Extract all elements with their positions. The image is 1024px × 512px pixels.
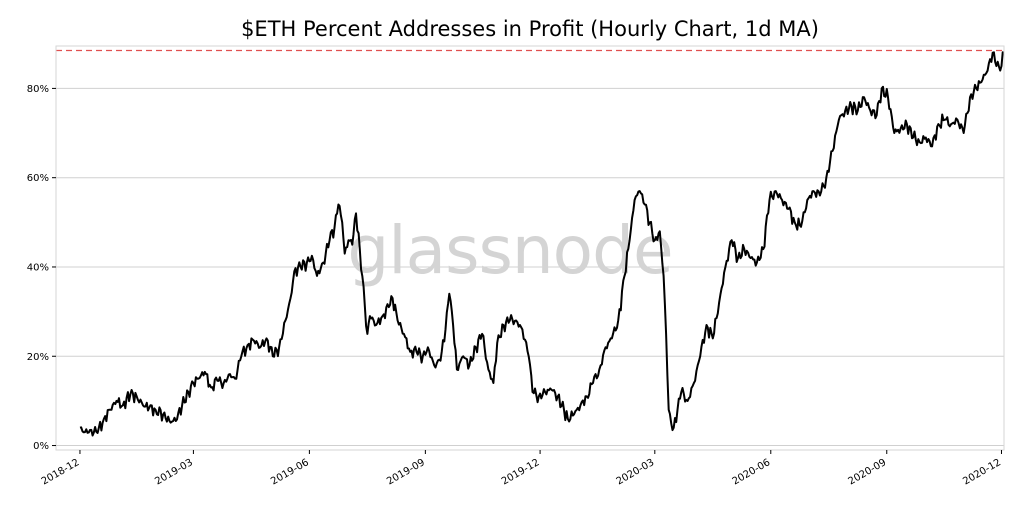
x-tick-label: 2019-12 — [500, 457, 542, 487]
y-tick-label: 0% — [33, 441, 49, 452]
plot-area-frame — [55, 45, 1005, 451]
x-axis: 2018-12 2019-03 2019-06 2019-09 2019-12 2020-… — [40, 450, 1003, 487]
chart-title: $ETH Percent Addresses in Profit (Hourly… — [241, 17, 819, 41]
x-tick-label: 2019-06 — [269, 457, 311, 487]
x-tick-label: 2020-03 — [615, 457, 657, 487]
x-tick-label: 2019-09 — [385, 457, 427, 487]
gridlines — [56, 87, 1004, 447]
x-tick-label: 2020-06 — [731, 457, 773, 487]
y-tick-label: 60% — [27, 173, 49, 184]
series-line-percent-addresses-in-profit — [79, 51, 1005, 437]
x-tick-label: 2020-09 — [847, 457, 889, 487]
y-tick-label: 20% — [27, 352, 49, 363]
watermark-logo: glassnode — [347, 212, 672, 289]
x-tick-label: 2019-03 — [153, 457, 195, 487]
x-tick-label: 2018-12 — [40, 457, 82, 487]
series-layer — [79, 51, 1005, 437]
y-axis: 0% 20% 40% 60% 80% — [27, 84, 56, 452]
y-tick-label: 40% — [27, 262, 49, 273]
y-tick-label: 80% — [27, 84, 49, 95]
x-tick-label: 2020-12 — [961, 457, 1003, 487]
